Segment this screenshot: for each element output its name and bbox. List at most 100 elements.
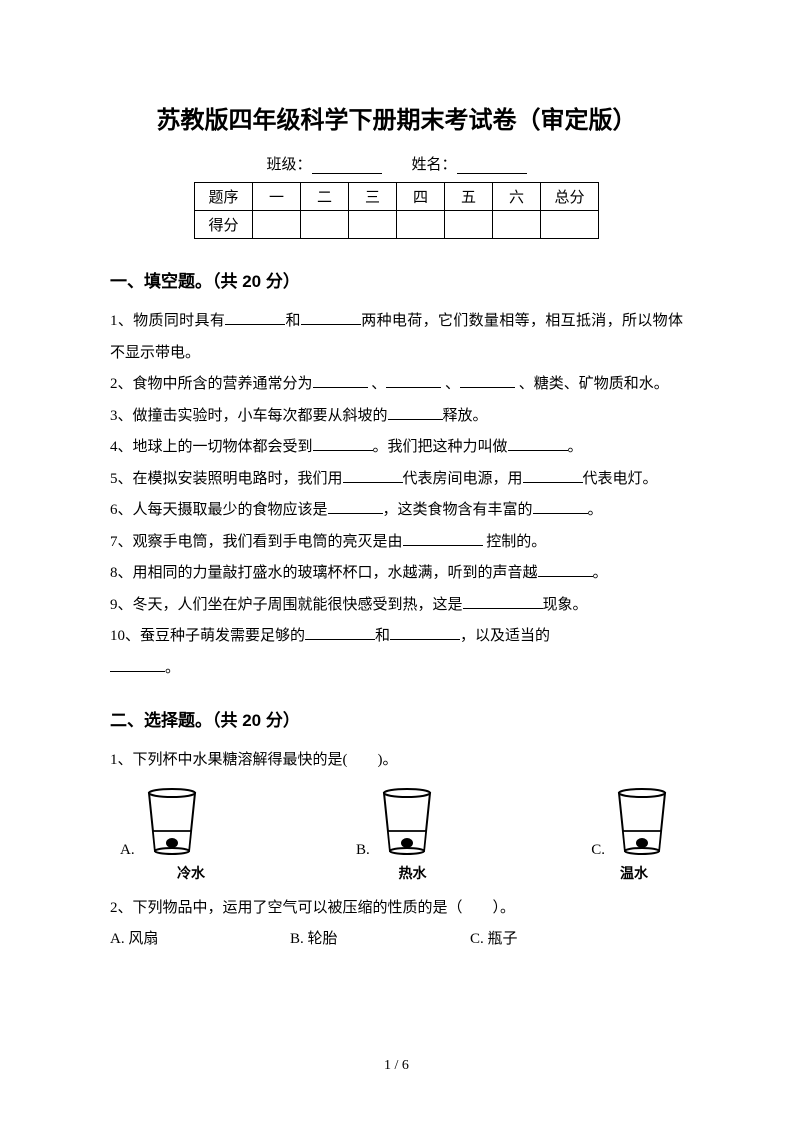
name-label: 姓名： [412, 157, 457, 173]
cell: 六 [493, 183, 541, 211]
blank [390, 624, 460, 640]
score-table: 题序 一 二 三 四 五 六 总分 得分 [194, 182, 599, 239]
blank [313, 435, 373, 451]
text: 、糖类、矿物质和水。 [519, 376, 669, 392]
blank [305, 624, 375, 640]
cup-icon [611, 787, 673, 859]
class-blank [312, 156, 382, 174]
cup-labels: 冷水 热水 温水 [120, 863, 673, 883]
name-blank [457, 156, 527, 174]
cell: 二 [301, 183, 349, 211]
text: 2、食物中所含的营养通常分为 [110, 376, 313, 392]
text: 9、冬天，人们坐在炉子周围就能很快感受到热，这是 [110, 597, 463, 613]
question: 1、物质同时具有和两种电荷，它们数量相等，相互抵消，所以物体不显示带电。 [110, 306, 683, 369]
question: 8、用相同的力量敲打盛水的玻璃杯杯口，水越满，听到的声音越 。 [110, 558, 683, 590]
blank [301, 309, 361, 325]
choice-a: A. [120, 787, 203, 859]
page-number: 1 / 6 [0, 1058, 793, 1074]
blank [388, 404, 443, 420]
cell: 题序 [195, 183, 253, 211]
options: A. 风扇 B. 轮胎 C. 瓶子 [110, 924, 683, 956]
blank [523, 467, 583, 483]
table-row: 题序 一 二 三 四 五 六 总分 [195, 183, 599, 211]
choice-c: C. [591, 787, 673, 859]
question: 2、食物中所含的营养通常分为 、 、 、糖类、矿物质和水。 [110, 369, 683, 401]
student-info: 班级： 姓名： [110, 153, 683, 174]
cup-icon [376, 787, 438, 859]
text: 5、在模拟安装照明电路时，我们用 [110, 471, 343, 487]
cup-label: 冷水 [120, 863, 230, 883]
blank [313, 372, 368, 388]
cell [493, 211, 541, 239]
text: 6、人每天摄取最少的食物应该是 [110, 502, 328, 518]
text: 和 [285, 313, 301, 329]
text: 。 [568, 439, 583, 455]
cell [253, 211, 301, 239]
text: 。 [588, 502, 603, 518]
blank [463, 593, 543, 609]
cell: 一 [253, 183, 301, 211]
cell: 得分 [195, 211, 253, 239]
cell: 五 [445, 183, 493, 211]
question: 10、蚕豆种子萌发需要足够的 和 ，以及适当的 。 [110, 621, 683, 684]
cell [541, 211, 599, 239]
text: 10、蚕豆种子萌发需要足够的 [110, 628, 305, 644]
section-heading: 一、填空题。（共 20 分） [110, 267, 683, 292]
text: ，这类食物含有丰富的 [383, 502, 533, 518]
text: 。我们把这种力叫做 [373, 439, 508, 455]
question: 2、下列物品中，运用了空气可以被压缩的性质的是（ ）。 [110, 893, 683, 925]
choice-label: A. [120, 842, 135, 859]
blank [460, 372, 515, 388]
choice-label: C. [591, 842, 605, 859]
cell [397, 211, 445, 239]
blank [110, 656, 165, 672]
blank [343, 467, 403, 483]
text: 3、做撞击实验时，小车每次都要从斜坡的 [110, 408, 388, 424]
table-row: 得分 [195, 211, 599, 239]
section-multiple-choice: 二、选择题。（共 20 分） 1、下列杯中水果糖溶解得最快的是( )。 A. B… [110, 706, 683, 956]
cell [445, 211, 493, 239]
text: 8、用相同的力量敲打盛水的玻璃杯杯口，水越满，听到的声音越 [110, 565, 538, 581]
text: 。 [593, 565, 608, 581]
cup-label: 热水 [342, 863, 452, 883]
cup-icon [141, 787, 203, 859]
blank [508, 435, 568, 451]
text: 和 [375, 628, 390, 644]
question: 5、在模拟安装照明电路时，我们用 代表房间电源，用 代表电灯。 [110, 464, 683, 496]
class-label: 班级： [266, 157, 311, 173]
text: 4、地球上的一切物体都会受到 [110, 439, 313, 455]
text: 代表房间电源，用 [403, 471, 523, 487]
cell [349, 211, 397, 239]
question: 9、冬天，人们坐在炉子周围就能很快感受到热，这是现象。 [110, 590, 683, 622]
blank [533, 498, 588, 514]
text: 、 [445, 376, 460, 392]
blank [386, 372, 441, 388]
choice-label: B. [356, 842, 370, 859]
cell [301, 211, 349, 239]
question: 3、做撞击实验时，小车每次都要从斜坡的 释放。 [110, 401, 683, 433]
text: 代表电灯。 [583, 471, 658, 487]
cell: 四 [397, 183, 445, 211]
text: ，以及适当的 [460, 628, 550, 644]
question: 4、地球上的一切物体都会受到 。我们把这种力叫做 。 [110, 432, 683, 464]
blank [538, 561, 593, 577]
option-c: C. 瓶子 [470, 924, 518, 956]
page-title: 苏教版四年级科学下册期末考试卷（审定版） [110, 100, 683, 135]
text: 。 [165, 660, 180, 676]
text: 7、观察手电筒，我们看到手电筒的亮灭是由 [110, 534, 403, 550]
cell: 总分 [541, 183, 599, 211]
text: 释放。 [443, 408, 488, 424]
text: 控制的。 [483, 534, 547, 550]
cell: 三 [349, 183, 397, 211]
blank [403, 530, 483, 546]
section-fill-blanks: 一、填空题。（共 20 分） 1、物质同时具有和两种电荷，它们数量相等，相互抵消… [110, 267, 683, 684]
text: 、 [371, 376, 386, 392]
question: 1、下列杯中水果糖溶解得最快的是( )。 [110, 745, 683, 777]
choice-b: B. [356, 787, 438, 859]
cup-label: 温水 [563, 863, 673, 883]
question: 6、人每天摄取最少的食物应该是 ，这类食物含有丰富的 。 [110, 495, 683, 527]
blank [328, 498, 383, 514]
text: 1、物质同时具有 [110, 313, 225, 329]
section-heading: 二、选择题。（共 20 分） [110, 706, 683, 731]
question: 7、观察手电筒，我们看到手电筒的亮灭是由 控制的。 [110, 527, 683, 559]
